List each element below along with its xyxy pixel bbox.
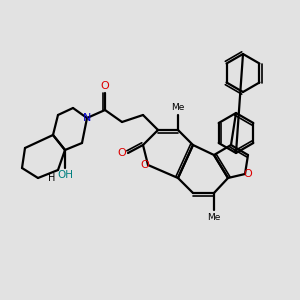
Text: O: O (141, 160, 149, 170)
Text: N: N (83, 113, 91, 123)
Text: O: O (100, 81, 109, 91)
Text: OH: OH (57, 170, 73, 180)
Text: H: H (48, 173, 56, 183)
Text: O: O (118, 148, 126, 158)
Text: Me: Me (207, 214, 221, 223)
Text: O: O (244, 169, 252, 179)
Text: Me: Me (171, 103, 185, 112)
